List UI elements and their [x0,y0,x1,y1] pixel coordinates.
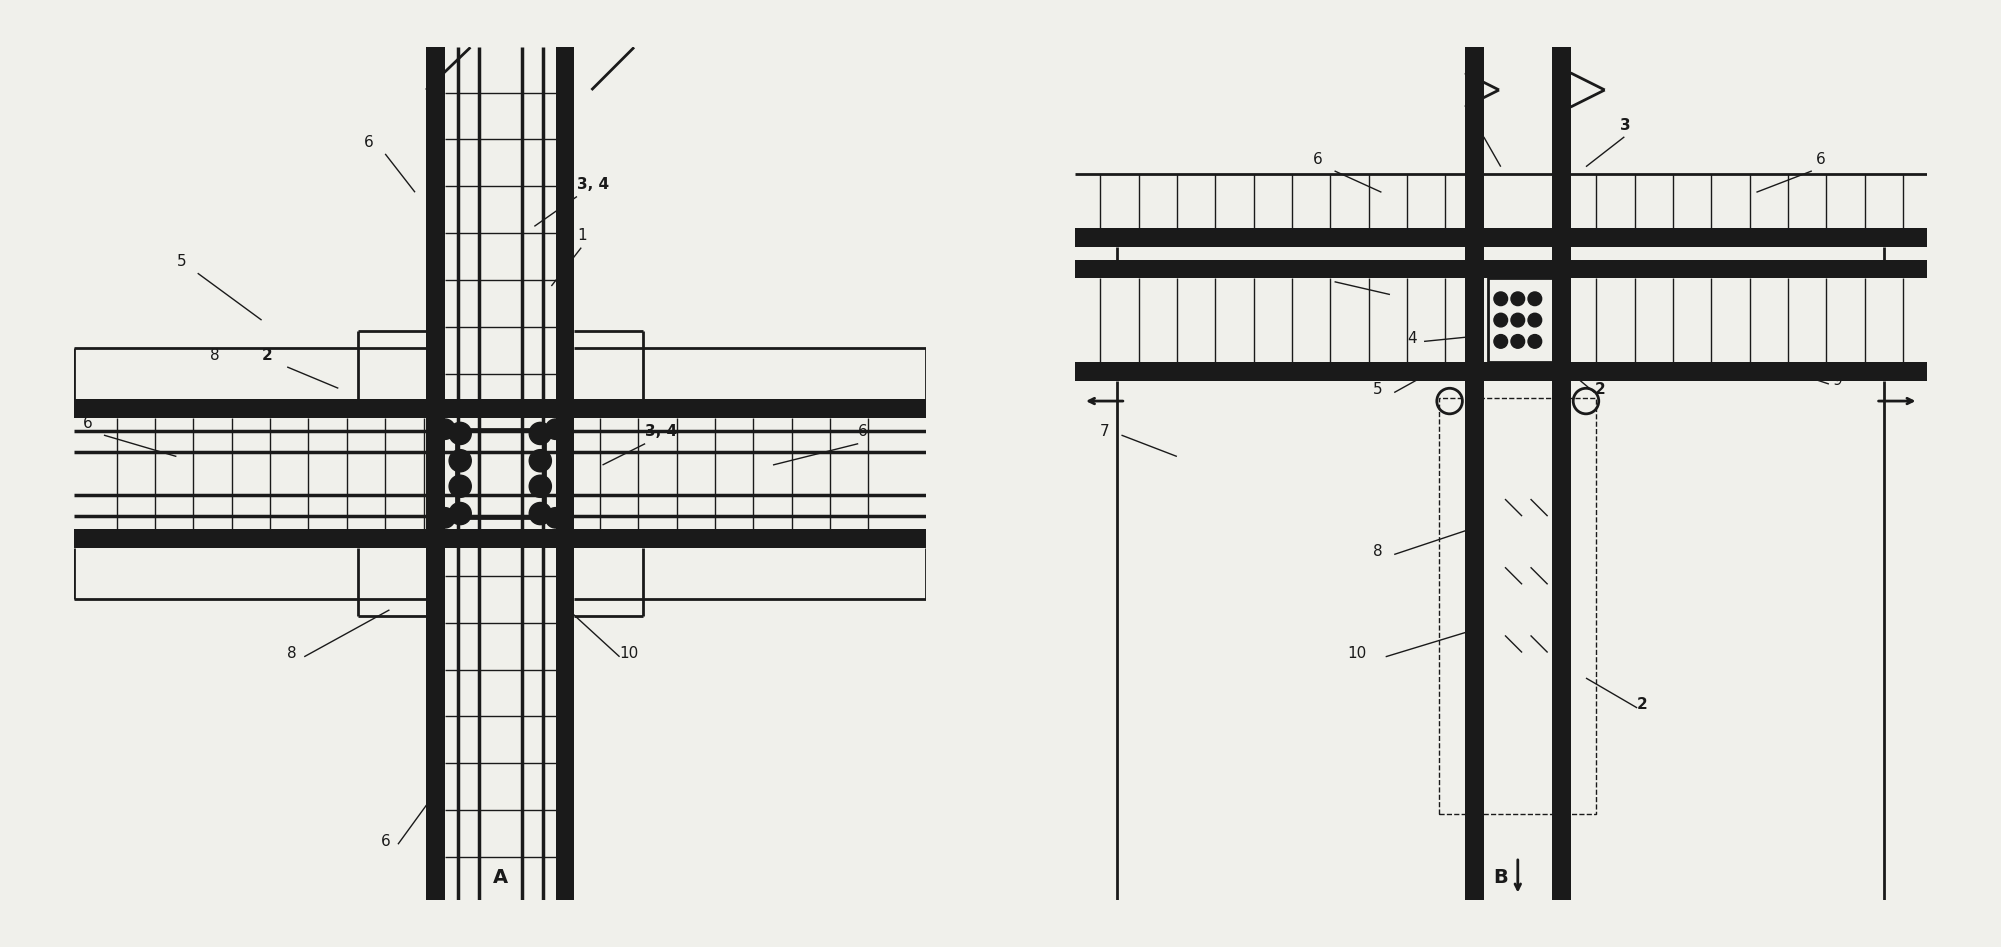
Text: A: A [492,867,508,886]
Text: 8: 8 [1373,544,1383,559]
Circle shape [546,419,566,439]
Circle shape [1511,292,1525,306]
Text: 1: 1 [576,228,586,243]
Bar [74,528,926,547]
Text: 6: 6 [380,833,390,849]
Text: 10: 10 [620,646,638,661]
Bar [1553,47,1571,900]
Text: 7: 7 [1101,424,1111,439]
Circle shape [1529,313,1541,327]
Text: 4: 4 [1407,331,1417,346]
Circle shape [434,508,454,528]
Circle shape [1495,292,1507,306]
Bar [1465,47,1483,900]
Text: 6: 6 [1817,152,1825,167]
Circle shape [528,422,552,444]
Circle shape [546,508,566,528]
Text: 1: 1 [1467,117,1477,133]
Text: 5: 5 [176,254,186,269]
Circle shape [1511,334,1525,348]
Text: 5: 5 [1373,382,1383,397]
Text: 6: 6 [858,424,868,439]
Bar [1439,398,1597,814]
Text: 2: 2 [1595,382,1605,397]
Circle shape [448,450,472,472]
Circle shape [448,475,472,497]
Bar [1489,278,1567,362]
Text: 2: 2 [262,348,272,363]
Bar [426,47,444,900]
Text: 6: 6 [364,134,374,150]
Circle shape [528,503,552,525]
Text: 3, 4: 3, 4 [576,177,608,192]
Text: 6: 6 [82,416,92,431]
Text: 2: 2 [1637,697,1649,712]
Circle shape [528,450,552,472]
Bar [440,414,560,533]
Circle shape [448,503,472,525]
Bar [1075,259,1927,278]
Circle shape [448,422,472,444]
Text: 3, 4: 3, 4 [644,424,676,439]
Text: 10: 10 [1347,646,1367,661]
Circle shape [1495,334,1507,348]
Bar [74,400,926,418]
Bar [456,429,544,518]
Circle shape [1529,334,1541,348]
Circle shape [434,419,454,439]
Circle shape [1511,313,1525,327]
Text: 8: 8 [210,348,220,363]
Bar [1075,362,1927,381]
Circle shape [528,475,552,497]
Text: 6: 6 [1313,262,1323,277]
Text: 3: 3 [1621,117,1631,133]
Bar [556,47,574,900]
Circle shape [1529,292,1541,306]
Text: 9: 9 [1833,373,1843,388]
Text: B: B [1493,867,1509,886]
Bar [1075,228,1927,247]
Text: 6: 6 [1313,152,1323,167]
Circle shape [1495,313,1507,327]
Text: 8: 8 [288,646,296,661]
